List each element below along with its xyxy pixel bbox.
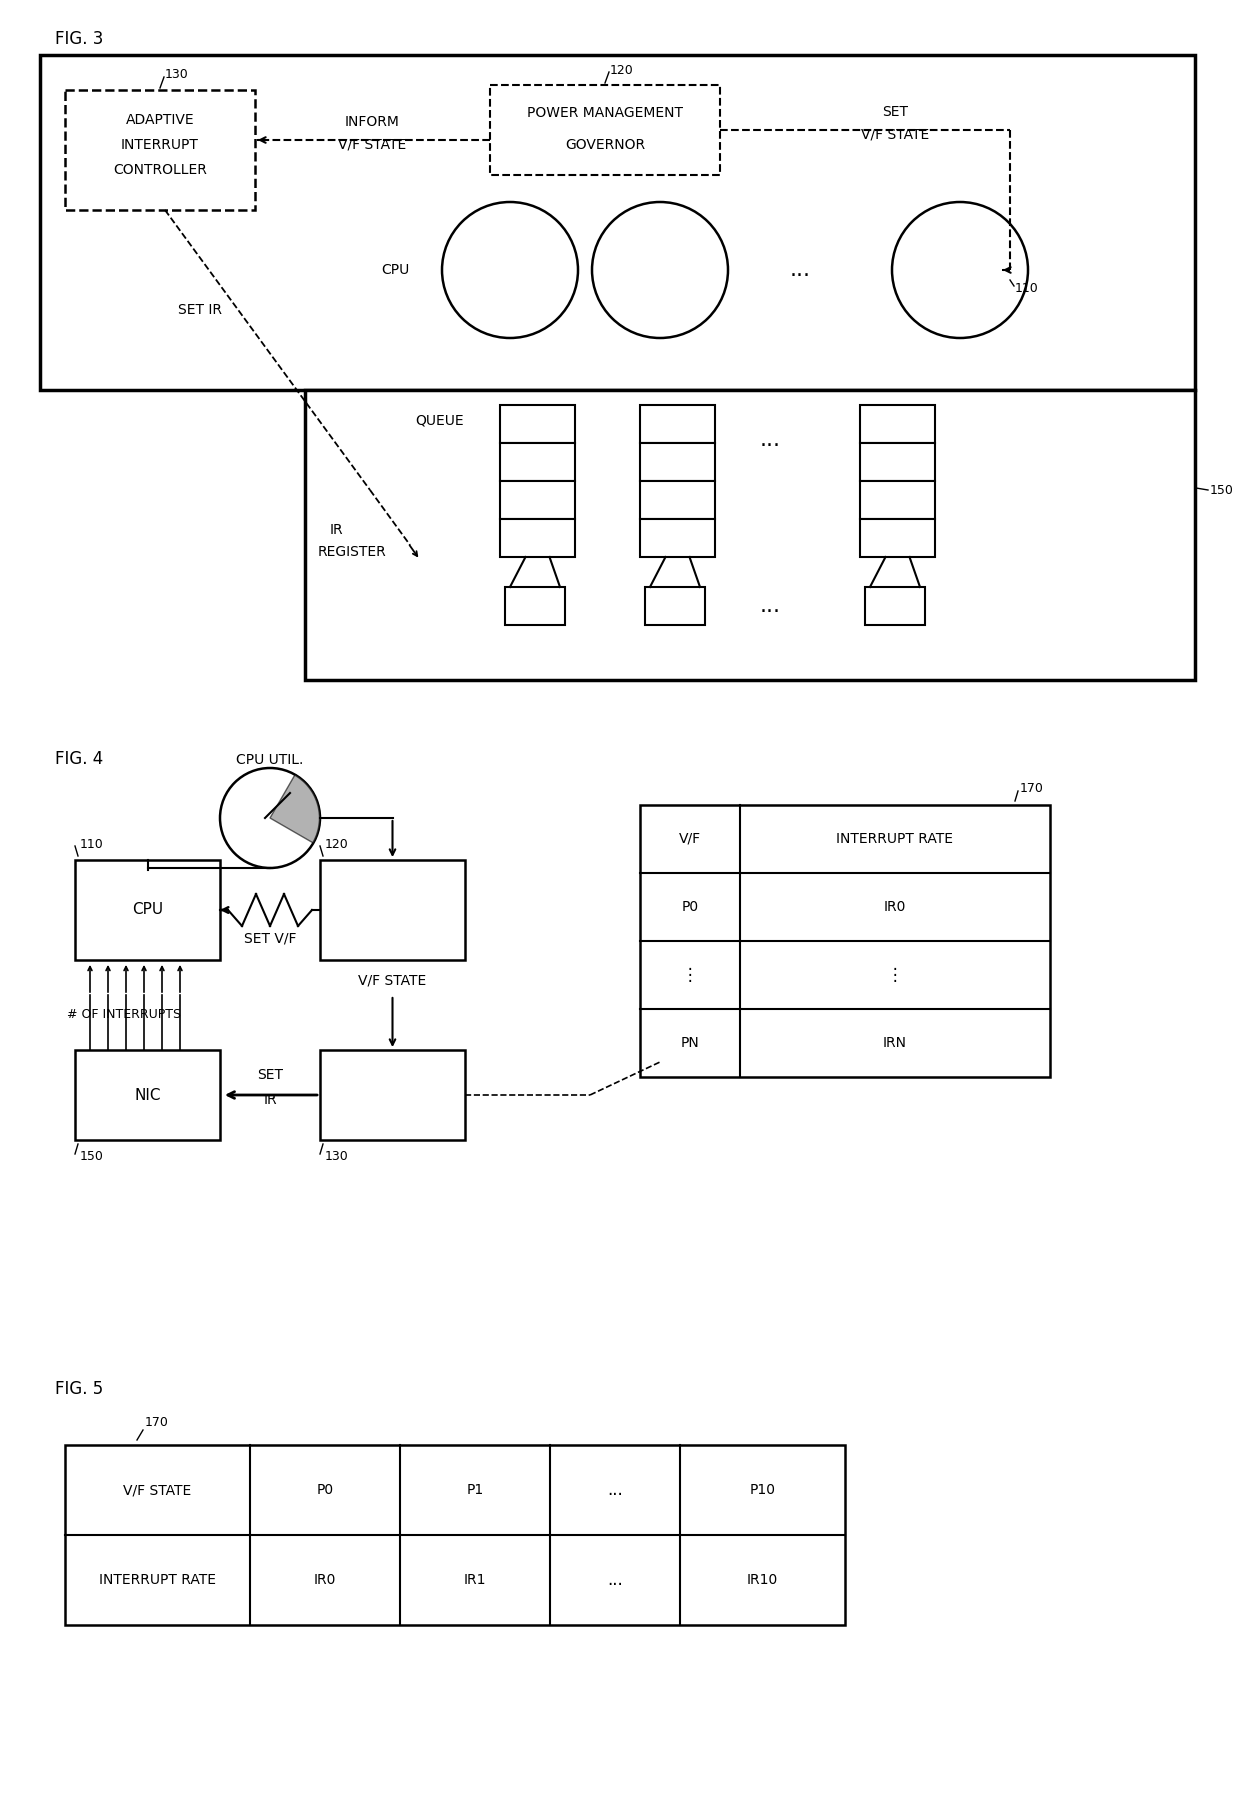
Text: QUEUE: QUEUE bbox=[415, 412, 464, 427]
Polygon shape bbox=[500, 443, 575, 481]
Text: 110: 110 bbox=[1016, 281, 1039, 295]
Text: INTERRUPT: INTERRUPT bbox=[122, 139, 198, 151]
Text: 120: 120 bbox=[325, 837, 348, 851]
Text: NIC: NIC bbox=[134, 1087, 161, 1102]
Text: 150: 150 bbox=[81, 1150, 104, 1163]
Text: ...: ... bbox=[759, 430, 780, 450]
Text: IR0: IR0 bbox=[884, 900, 906, 914]
Text: 170: 170 bbox=[145, 1415, 169, 1429]
Text: IR0: IR0 bbox=[314, 1573, 336, 1588]
Text: V/F STATE: V/F STATE bbox=[123, 1483, 192, 1498]
Text: 110: 110 bbox=[81, 837, 104, 851]
Text: SET IR: SET IR bbox=[179, 302, 222, 317]
Text: FIG. 4: FIG. 4 bbox=[55, 751, 103, 769]
Polygon shape bbox=[74, 1049, 219, 1139]
Text: ...: ... bbox=[608, 1571, 622, 1589]
Text: CONTROLLER: CONTROLLER bbox=[113, 164, 207, 176]
Wedge shape bbox=[270, 774, 320, 842]
Text: V/F STATE: V/F STATE bbox=[358, 974, 427, 986]
Polygon shape bbox=[640, 481, 715, 518]
Text: SET V/F: SET V/F bbox=[244, 931, 296, 945]
Text: FIG. 3: FIG. 3 bbox=[55, 31, 103, 49]
Polygon shape bbox=[320, 860, 465, 959]
Text: SET: SET bbox=[257, 1067, 283, 1082]
Text: IR10: IR10 bbox=[746, 1573, 779, 1588]
Text: V/F STATE: V/F STATE bbox=[861, 128, 929, 142]
Text: 170: 170 bbox=[1021, 783, 1044, 796]
Text: 150: 150 bbox=[1210, 484, 1234, 497]
Polygon shape bbox=[305, 391, 1195, 680]
Polygon shape bbox=[866, 587, 925, 625]
Text: CPU: CPU bbox=[131, 902, 164, 918]
Text: 130: 130 bbox=[325, 1150, 348, 1163]
Text: V/F STATE: V/F STATE bbox=[339, 139, 407, 151]
Polygon shape bbox=[640, 805, 1050, 1076]
Text: IRN: IRN bbox=[883, 1037, 906, 1049]
Text: REGISTER: REGISTER bbox=[317, 545, 387, 560]
Polygon shape bbox=[861, 518, 935, 556]
Polygon shape bbox=[490, 85, 720, 175]
Text: IR: IR bbox=[263, 1093, 277, 1107]
Polygon shape bbox=[320, 1049, 465, 1139]
Text: ...: ... bbox=[790, 259, 811, 281]
Text: P10: P10 bbox=[749, 1483, 775, 1498]
Polygon shape bbox=[64, 1445, 844, 1625]
Text: IR: IR bbox=[330, 524, 343, 536]
Text: ⋮: ⋮ bbox=[887, 967, 903, 985]
Polygon shape bbox=[640, 443, 715, 481]
Text: FIG. 5: FIG. 5 bbox=[55, 1381, 103, 1399]
Text: IR1: IR1 bbox=[464, 1573, 486, 1588]
Polygon shape bbox=[645, 587, 706, 625]
Polygon shape bbox=[40, 56, 1195, 391]
Polygon shape bbox=[861, 405, 935, 443]
Polygon shape bbox=[505, 587, 565, 625]
Text: POWER MANAGEMENT: POWER MANAGEMENT bbox=[527, 106, 683, 121]
Text: PN: PN bbox=[681, 1037, 699, 1049]
Polygon shape bbox=[640, 518, 715, 556]
Text: INFORM: INFORM bbox=[345, 115, 401, 130]
Polygon shape bbox=[640, 405, 715, 443]
Text: CPU UTIL.: CPU UTIL. bbox=[237, 752, 304, 767]
Text: GOVERNOR: GOVERNOR bbox=[565, 139, 645, 151]
Text: ...: ... bbox=[759, 596, 780, 616]
Polygon shape bbox=[861, 481, 935, 518]
Text: # OF INTERRUPTS: # OF INTERRUPTS bbox=[67, 1008, 181, 1022]
Polygon shape bbox=[500, 518, 575, 556]
Text: ADAPTIVE: ADAPTIVE bbox=[125, 113, 195, 128]
Text: P0: P0 bbox=[682, 900, 698, 914]
Text: SET: SET bbox=[882, 104, 908, 119]
Text: 120: 120 bbox=[610, 63, 634, 76]
Polygon shape bbox=[500, 405, 575, 443]
Polygon shape bbox=[861, 443, 935, 481]
Polygon shape bbox=[64, 90, 255, 211]
Text: P1: P1 bbox=[466, 1483, 484, 1498]
Text: CPU: CPU bbox=[381, 263, 409, 277]
Text: P0: P0 bbox=[316, 1483, 334, 1498]
Text: INTERRUPT RATE: INTERRUPT RATE bbox=[837, 832, 954, 846]
Polygon shape bbox=[74, 860, 219, 959]
Text: V/F: V/F bbox=[680, 832, 701, 846]
Text: INTERRUPT RATE: INTERRUPT RATE bbox=[99, 1573, 216, 1588]
Text: ...: ... bbox=[608, 1481, 622, 1499]
Text: ⋮: ⋮ bbox=[682, 967, 698, 985]
Polygon shape bbox=[500, 481, 575, 518]
Text: 130: 130 bbox=[165, 68, 188, 81]
